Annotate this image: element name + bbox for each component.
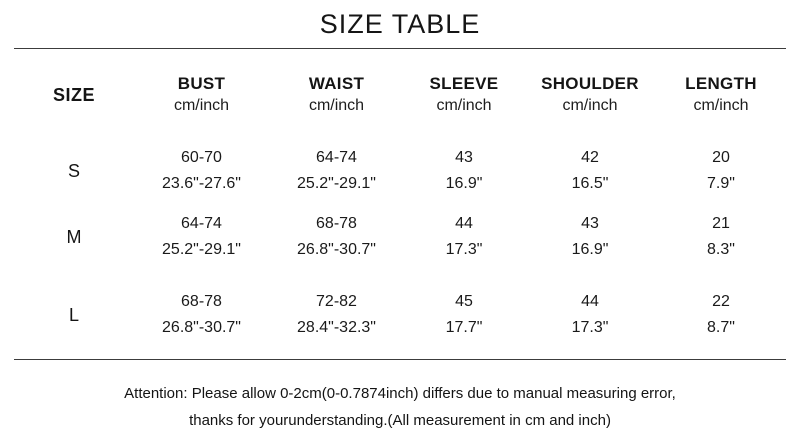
table-row-l: L 68-78 26.8"-30.7" 72-82 28.4"-32.3" 45…	[14, 289, 786, 341]
column-header-size: SIZE	[52, 84, 95, 105]
cell-bust: 68-78 26.8"-30.7"	[134, 289, 269, 341]
cell-length: 20 7.9"	[656, 145, 786, 197]
cell-shoulder: 44 17.3"	[524, 289, 656, 341]
column-unit: cm/inch	[562, 97, 618, 114]
value-cm: 68-78	[181, 293, 222, 310]
column-unit: cm/inch	[308, 97, 365, 114]
value-cm: 20	[712, 149, 730, 166]
value-cm: 44	[581, 293, 599, 310]
table-row-s: S 60-70 23.6"-27.6" 64-74 25.2"-29.1" 43…	[14, 145, 786, 197]
value-inch: 26.8"-30.7"	[162, 319, 241, 336]
cell-waist: 64-74 25.2"-29.1"	[269, 145, 404, 197]
cell-waist: 72-82 28.4"-32.3"	[269, 289, 404, 341]
column-header-waist: WAIST cm/inch	[269, 73, 404, 117]
value-cm: 64-74	[316, 149, 357, 166]
cell-bust: 64-74 25.2"-29.1"	[134, 211, 269, 263]
column-label: SHOULDER	[541, 74, 639, 93]
value-inch: 16.9"	[445, 175, 483, 192]
size-label: L	[68, 304, 79, 325]
value-cm: 44	[455, 215, 473, 232]
column-unit: cm/inch	[436, 97, 492, 114]
table-header-row: SIZE BUST cm/inch WAIST cm/inch SLEEVE c…	[14, 73, 786, 117]
table-row-m: M 64-74 25.2"-29.1" 68-78 26.8"-30.7" 44…	[14, 211, 786, 263]
cell-length: 22 8.7"	[656, 289, 786, 341]
value-cm: 42	[581, 149, 599, 166]
value-inch: 8.7"	[707, 319, 735, 336]
column-unit: cm/inch	[693, 97, 749, 114]
bottom-divider	[14, 359, 786, 360]
page-title: SIZE TABLE	[319, 9, 481, 39]
cell-sleeve: 44 17.3"	[404, 211, 524, 263]
size-label: S	[67, 160, 80, 181]
cell-sleeve: 43 16.9"	[404, 145, 524, 197]
value-inch: 16.5"	[571, 175, 609, 192]
value-inch: 25.2"-29.1"	[162, 241, 241, 258]
value-inch: 26.8"-30.7"	[297, 241, 376, 258]
value-cm: 21	[712, 215, 730, 232]
cell-bust: 60-70 23.6"-27.6"	[134, 145, 269, 197]
value-cm: 60-70	[181, 149, 222, 166]
value-cm: 64-74	[181, 215, 222, 232]
cell-waist: 68-78 26.8"-30.7"	[269, 211, 404, 263]
value-inch: 17.3"	[445, 241, 483, 258]
column-unit: cm/inch	[173, 97, 230, 114]
value-inch: 7.9"	[707, 175, 735, 192]
size-label: M	[66, 226, 82, 247]
value-cm: 72-82	[316, 293, 357, 310]
value-cm: 22	[712, 293, 730, 310]
value-cm: 68-78	[316, 215, 357, 232]
column-label: SLEEVE	[429, 74, 499, 93]
value-inch: 28.4"-32.3"	[297, 319, 376, 336]
column-header-sleeve: SLEEVE cm/inch	[404, 73, 524, 117]
value-cm: 43	[455, 149, 473, 166]
value-cm: 43	[581, 215, 599, 232]
cell-length: 21 8.3"	[656, 211, 786, 263]
cell-shoulder: 43 16.9"	[524, 211, 656, 263]
value-inch: 16.9"	[571, 241, 609, 258]
value-inch: 8.3"	[707, 241, 735, 258]
value-inch: 23.6"-27.6"	[162, 175, 241, 192]
cell-sleeve: 45 17.7"	[404, 289, 524, 341]
column-label: BUST	[177, 74, 226, 93]
footer-note-line1: Attention: Please allow 0-2cm(0-0.7874in…	[124, 385, 676, 402]
column-header-shoulder: SHOULDER cm/inch	[524, 73, 656, 117]
value-inch: 25.2"-29.1"	[297, 175, 376, 192]
attention-note: Attention: Please allow 0-2cm(0-0.7874in…	[0, 380, 800, 434]
value-inch: 17.3"	[571, 319, 609, 336]
value-inch: 17.7"	[445, 319, 483, 336]
top-divider	[14, 48, 786, 49]
footer-note-line2: thanks for yourunderstanding.(All measur…	[189, 412, 611, 429]
cell-shoulder: 42 16.5"	[524, 145, 656, 197]
column-header-bust: BUST cm/inch	[134, 73, 269, 117]
column-label: WAIST	[308, 74, 365, 93]
column-header-length: LENGTH cm/inch	[656, 73, 786, 117]
value-cm: 45	[455, 293, 473, 310]
column-label: LENGTH	[685, 74, 757, 93]
